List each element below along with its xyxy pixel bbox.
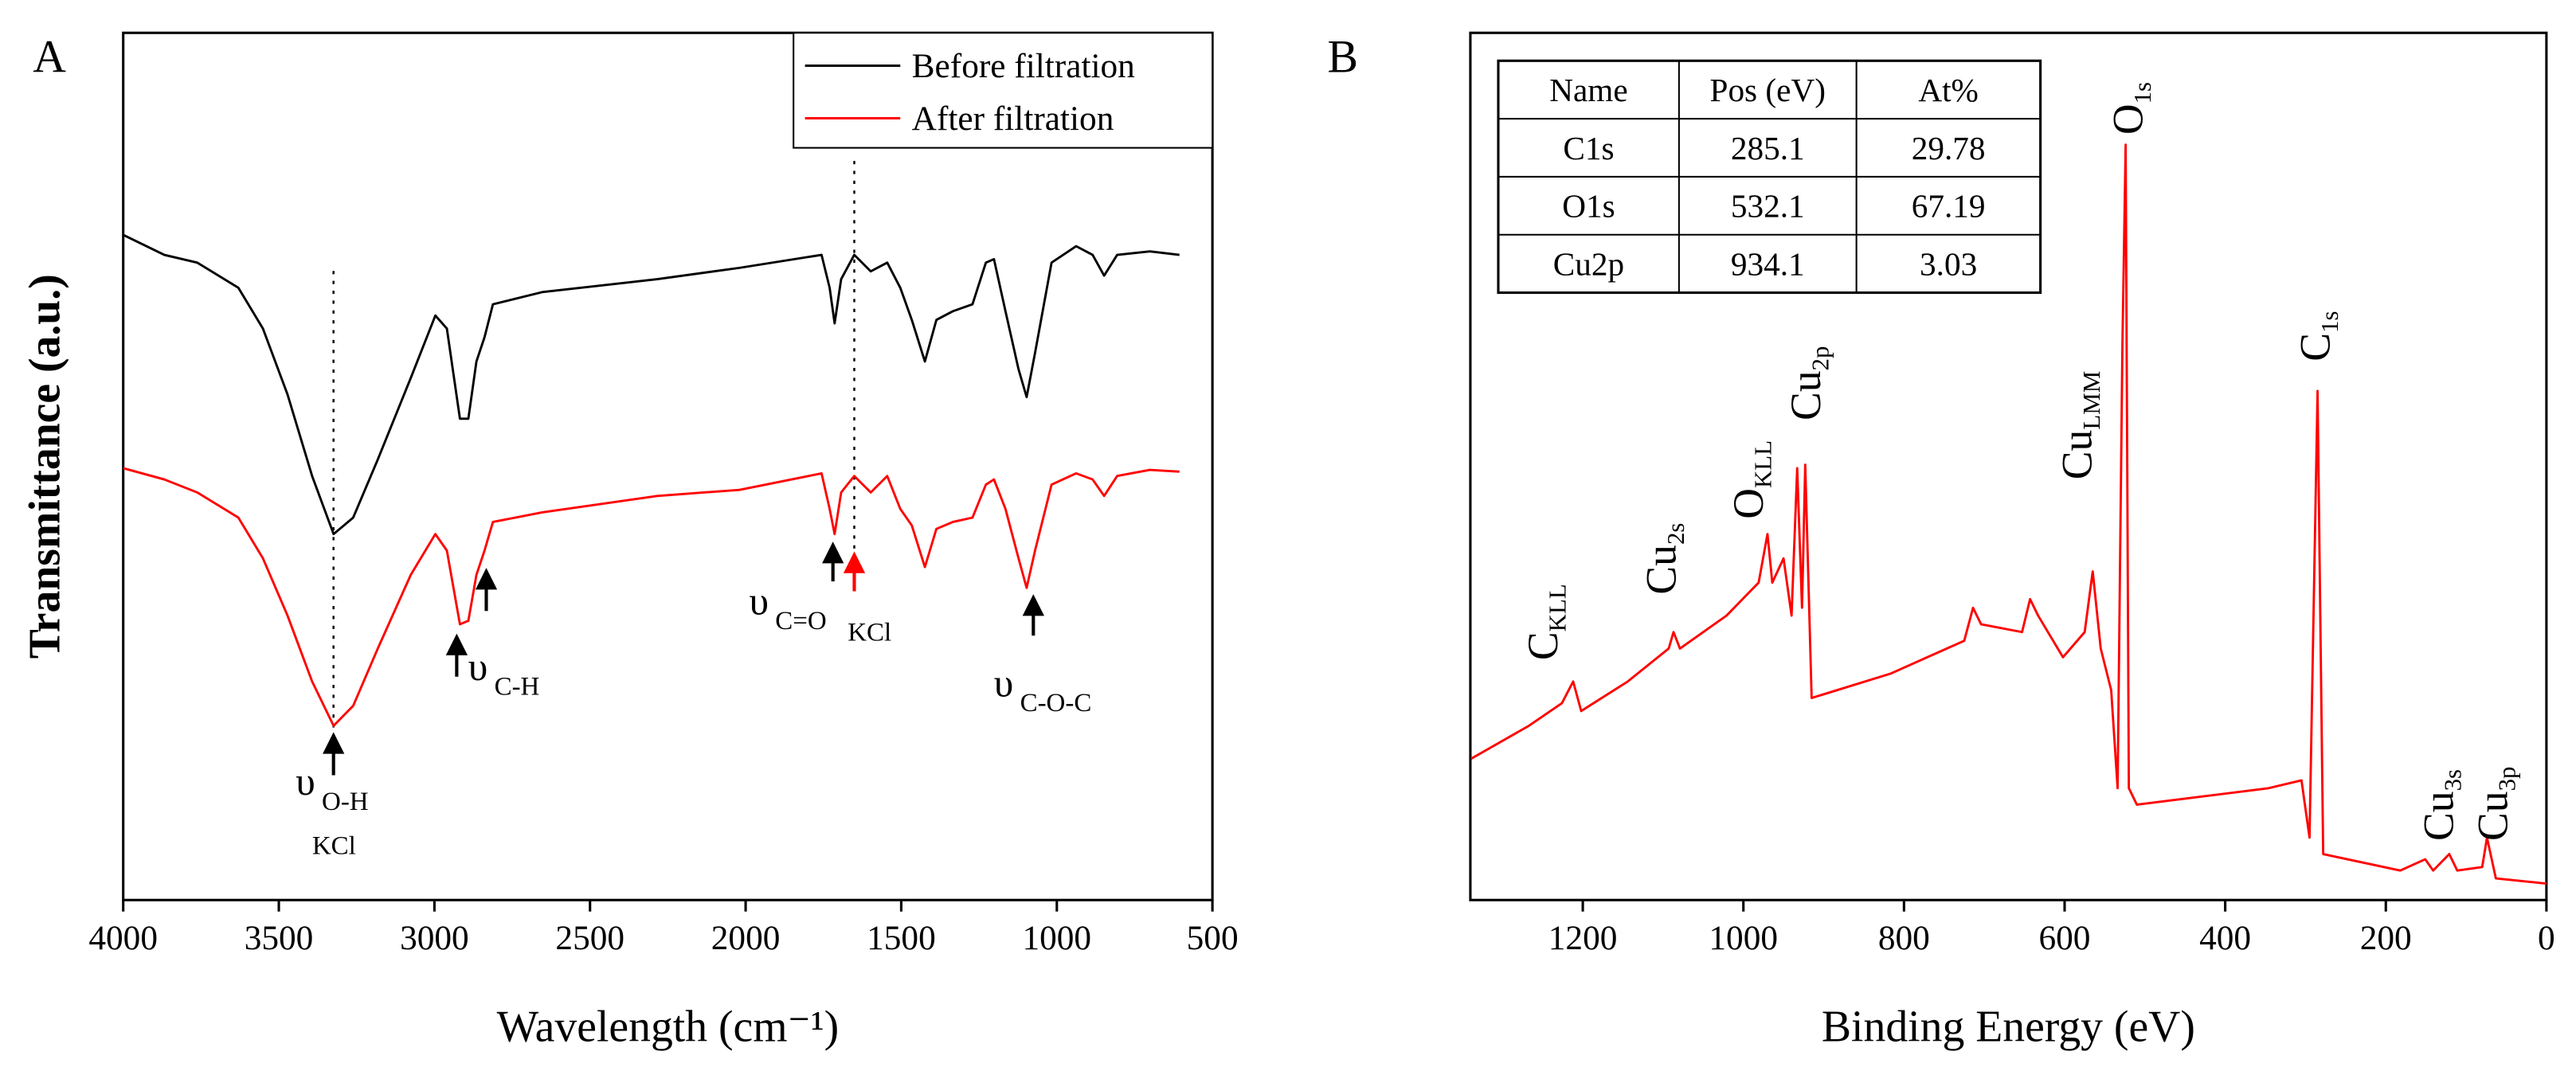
arrow-head <box>1022 594 1044 616</box>
x-tick-label: 1500 <box>867 919 936 957</box>
annotation: O1s <box>2104 82 2155 135</box>
x-tick-label: 3500 <box>245 919 314 957</box>
annotation-text: Cu <box>2468 791 2516 841</box>
x-tick-label: 1000 <box>1022 919 1091 957</box>
annotation-text: Cu <box>1638 545 1685 595</box>
x-tick-label: 2000 <box>711 919 781 957</box>
x-tick-label: 1200 <box>1548 919 1618 957</box>
annotation-text: υ <box>994 661 1014 705</box>
annotation: υ C-H <box>468 645 540 702</box>
arrow-head <box>323 732 345 754</box>
annotation: Cu3s <box>2414 769 2466 841</box>
annotation-text: υ <box>296 760 315 803</box>
annotation-subscript: C=O <box>775 607 826 635</box>
annotation-text: υ <box>750 579 769 623</box>
arrow-head <box>822 542 844 564</box>
annotation: Cu2s <box>1638 523 1689 595</box>
annotation-subscript: KLL <box>1748 440 1776 488</box>
annotation-text: C <box>2292 333 2339 362</box>
x-tick-label: 4000 <box>88 919 158 957</box>
annotation-subscript: C-O-C <box>1020 689 1092 717</box>
x-tick-label: 800 <box>1878 919 1930 957</box>
table-cell: 532.1 <box>1731 188 1805 225</box>
annotation-text: Cu <box>1782 370 1830 420</box>
table-cell: O1s <box>1562 188 1615 225</box>
panel-label: B <box>1328 33 1359 83</box>
x-tick-label: 2500 <box>555 919 624 957</box>
annotation: KCl <box>848 618 891 647</box>
annotation-subscript: 1s <box>2316 311 2343 332</box>
x-tick-label: 3000 <box>400 919 469 957</box>
spectrum-line <box>123 233 1180 536</box>
table-cell: 3.03 <box>1920 246 1977 283</box>
annotation: OKLL <box>1725 440 1776 519</box>
legend-label: Before filtration <box>912 47 1135 85</box>
annotation-subscript: 2p <box>1807 346 1834 371</box>
x-tick-label: 1000 <box>1709 919 1778 957</box>
legend-box <box>793 32 1214 149</box>
table-header: Name <box>1549 72 1627 108</box>
arrow-head <box>475 568 498 590</box>
annotation: CKLL <box>1519 584 1571 660</box>
table-cell: 934.1 <box>1731 246 1805 283</box>
annotation-text: O <box>1725 488 1772 519</box>
annotation-text: υ <box>468 645 488 689</box>
plot-frame <box>122 31 1214 901</box>
spectrum-line <box>123 467 1180 727</box>
arrow-head <box>843 551 866 573</box>
annotation: υ C=O <box>750 579 827 635</box>
annotation-subscript: C-H <box>495 672 540 701</box>
table-header: Pos (eV) <box>1710 72 1826 109</box>
annotation: υ C-O-C <box>994 661 1092 717</box>
annotation: C1s <box>2292 311 2343 361</box>
legend-label: After filtration <box>912 100 1114 138</box>
arrow-head <box>445 633 468 655</box>
annotation-subscript: LMM <box>2077 371 2105 430</box>
annotation-subscript: 2s <box>1662 523 1689 545</box>
x-tick-label: 400 <box>2199 919 2251 957</box>
plot-frame <box>1469 31 2548 901</box>
table-cell: 67.19 <box>1912 188 1986 225</box>
y-axis-label: Transmittance (a.u.) <box>21 274 70 659</box>
annotation-subscript: O-H <box>322 788 369 816</box>
annotation-text: KCl <box>312 831 356 860</box>
annotation: υ O-H <box>296 760 368 816</box>
table-cell: 29.78 <box>1912 130 1986 166</box>
annotation: CuLMM <box>2053 371 2105 479</box>
x-axis-label: Wavelength (cm⁻¹) <box>497 1003 840 1052</box>
annotation-text: C <box>1519 631 1567 660</box>
table-header: At% <box>1918 72 1979 108</box>
chart-panel: A 4000 3500 3000 2500 2000 1500 1000 500 Waveleng… <box>21 31 1239 1052</box>
annotation-subscript: 3p <box>2493 767 2521 792</box>
table-cell: C1s <box>1563 130 1614 166</box>
arrows <box>323 161 1044 776</box>
table-cell: 285.1 <box>1731 130 1805 166</box>
annotation-text: KCl <box>848 618 891 647</box>
x-tick-label: 200 <box>2360 919 2412 957</box>
panel-label: A <box>33 33 66 83</box>
chart-panel: B 1200 1000 800 600 400 200 0 Binding Energy (eV… <box>1328 31 2555 1052</box>
annotation-text: O <box>2104 104 2151 135</box>
x-tick-label: 600 <box>2039 919 2091 957</box>
x-tick-label: 500 <box>1187 919 1239 957</box>
annotation-subscript: 1s <box>2128 82 2156 104</box>
x-axis-label: Binding Energy (eV) <box>1822 1003 2195 1052</box>
spectrum-line <box>1470 143 2547 885</box>
x-tick-label: 0 <box>2538 919 2555 957</box>
annotation-text: Cu <box>2053 430 2101 480</box>
table-cell: Cu2p <box>1553 246 1624 283</box>
annotation: Cu3p <box>2468 767 2520 841</box>
annotation: KCl <box>312 831 356 860</box>
annotation-subscript: 3s <box>2439 769 2467 791</box>
annotation: Cu2p <box>1782 346 1834 420</box>
annotation-text: Cu <box>2414 791 2462 841</box>
annotation-subscript: KLL <box>1544 584 1572 631</box>
